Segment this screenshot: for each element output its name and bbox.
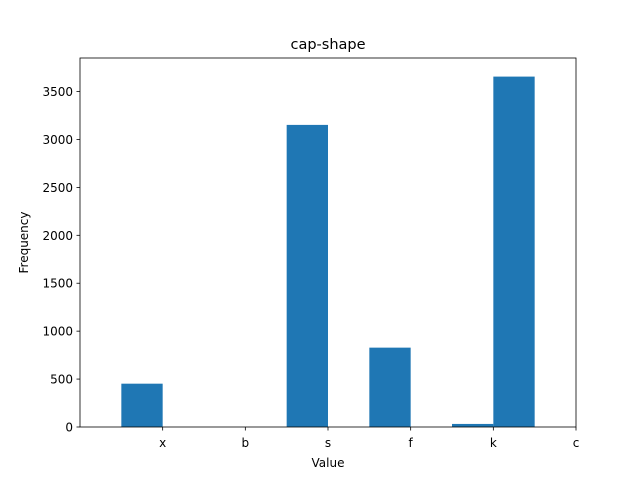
bars-group xyxy=(121,76,535,428)
x-tick-label: c xyxy=(573,436,580,450)
bar-4 xyxy=(286,124,328,427)
y-axis-label: Frequency xyxy=(17,212,31,274)
x-tick-label: x xyxy=(159,436,166,450)
plot-frame xyxy=(79,57,577,428)
x-tick-label: b xyxy=(242,436,250,450)
x-tick-label: s xyxy=(325,436,331,450)
bar-9 xyxy=(493,76,535,428)
y-tick-label: 500 xyxy=(50,373,73,387)
x-axis-label: Value xyxy=(312,456,345,470)
y-tick-label: 3000 xyxy=(42,133,73,147)
bar-0 xyxy=(121,383,163,427)
bar-6 xyxy=(369,347,411,427)
y-tick-label: 2000 xyxy=(42,229,73,243)
chart-title: cap-shape xyxy=(290,37,365,53)
x-tick-label: f xyxy=(409,436,414,450)
y-tick-label: 1500 xyxy=(42,277,73,291)
y-tick-label: 2500 xyxy=(42,181,73,195)
x-tick-label: k xyxy=(490,436,497,450)
y-tick-label: 1000 xyxy=(42,325,73,339)
y-axis-ticks: 0 500 1000 1500 2000 2500 3000 3500 xyxy=(42,85,80,435)
bar-8 xyxy=(452,423,494,427)
y-tick-label: 3500 xyxy=(42,85,73,99)
y-tick-label: 0 xyxy=(65,421,73,435)
